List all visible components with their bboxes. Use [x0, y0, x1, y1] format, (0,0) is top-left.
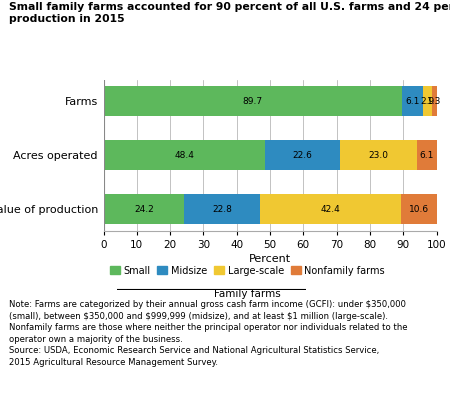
Bar — [402, 86, 423, 116]
Bar — [265, 140, 340, 170]
Text: 89.7: 89.7 — [243, 97, 263, 106]
Bar — [423, 86, 432, 116]
Text: 1.3: 1.3 — [427, 97, 441, 106]
Bar — [401, 194, 436, 224]
Bar — [184, 194, 260, 224]
Text: 22.8: 22.8 — [212, 205, 232, 214]
Text: 42.4: 42.4 — [321, 205, 341, 214]
Bar — [340, 140, 417, 170]
Text: 23.0: 23.0 — [368, 151, 388, 160]
Text: Small family farms accounted for 90 percent of all U.S. farms and 24 percent of
: Small family farms accounted for 90 perc… — [9, 2, 450, 24]
Bar — [104, 194, 184, 224]
Bar — [104, 140, 265, 170]
Text: 10.6: 10.6 — [409, 205, 429, 214]
Bar — [260, 194, 401, 224]
Text: 48.4: 48.4 — [174, 151, 194, 160]
Text: Family farms: Family farms — [214, 289, 281, 298]
Legend: Small, Midsize, Large-scale, Nonfamily farms: Small, Midsize, Large-scale, Nonfamily f… — [110, 265, 385, 275]
Bar — [417, 140, 437, 170]
Bar — [104, 86, 402, 116]
X-axis label: Percent: Percent — [249, 254, 291, 264]
Text: 6.1: 6.1 — [405, 97, 419, 106]
Text: 2.9: 2.9 — [420, 97, 434, 106]
Text: 24.2: 24.2 — [134, 205, 153, 214]
Text: Note: Farms are categorized by their annual gross cash farm income (GCFI): under: Note: Farms are categorized by their ann… — [9, 300, 408, 367]
Text: 22.6: 22.6 — [292, 151, 312, 160]
Bar — [432, 86, 436, 116]
Text: 6.1: 6.1 — [419, 151, 434, 160]
